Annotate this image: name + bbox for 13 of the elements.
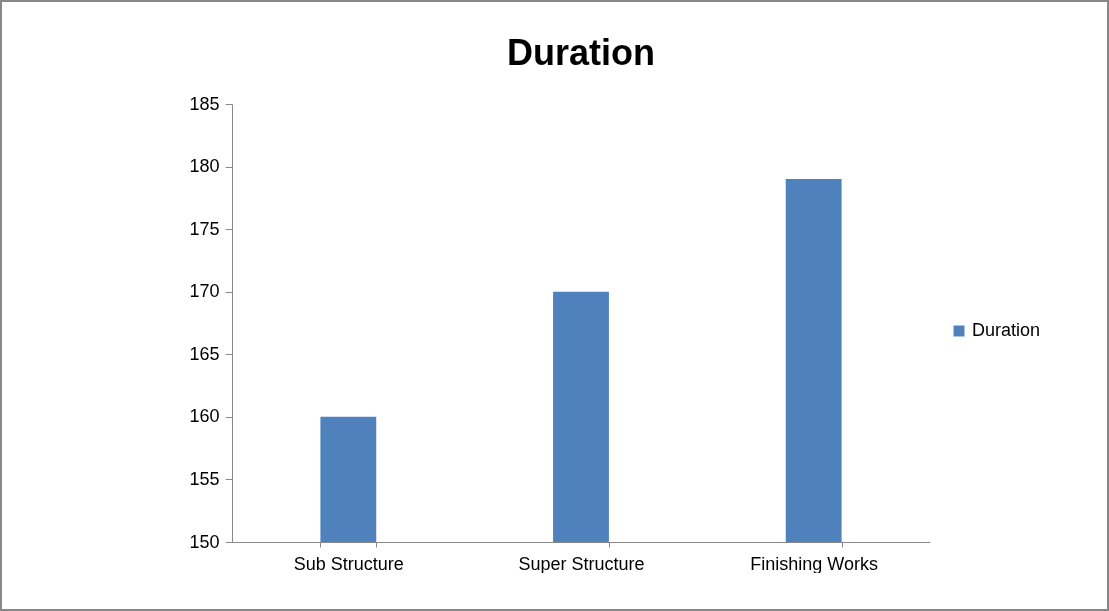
y-tick-label: 175: [189, 218, 220, 239]
y-tick-label: 150: [189, 531, 220, 552]
legend-label: Duration: [972, 320, 1041, 340]
x-tick-label: Sub Structure: [293, 553, 404, 574]
y-tick-label: 185: [189, 93, 220, 114]
x-tick-label: Super Structure: [518, 553, 645, 574]
y-tick-label: 155: [189, 468, 220, 489]
x-tick-label: Finishing Works: [750, 553, 879, 574]
chart-title: Duration: [507, 32, 655, 73]
y-tick-label: 165: [189, 343, 220, 364]
y-tick-label: 170: [189, 281, 220, 302]
y-tick-label: 180: [189, 156, 220, 177]
y-tick-label: 160: [189, 406, 220, 427]
